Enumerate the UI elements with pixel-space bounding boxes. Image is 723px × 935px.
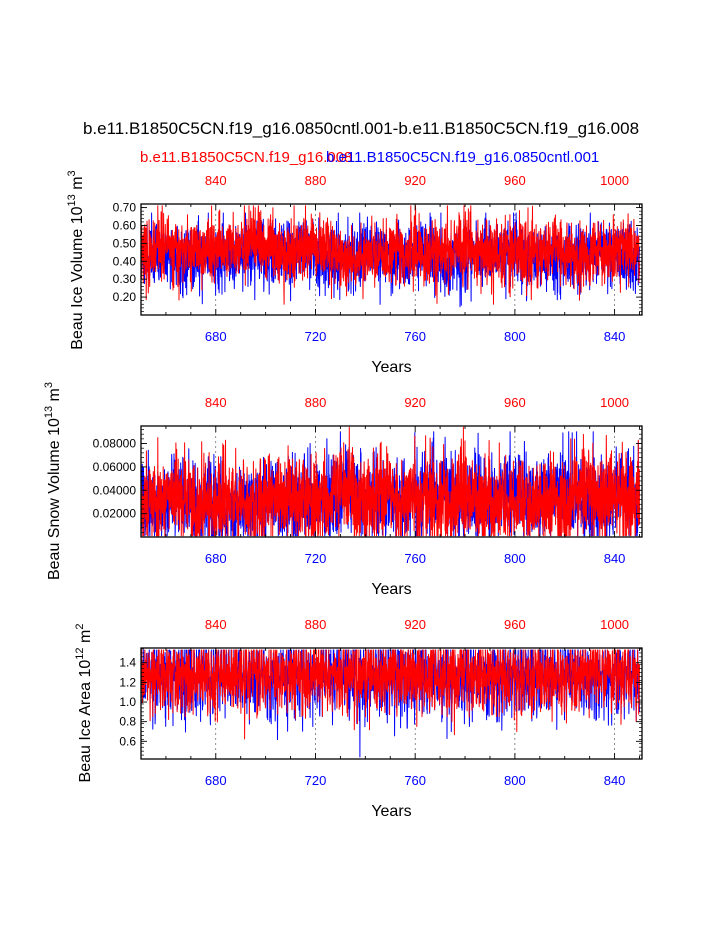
plot-frame	[140, 647, 643, 760]
x-tick-label-bottom: 840	[604, 773, 626, 788]
x-tick-label-bottom: 680	[205, 329, 227, 344]
y-tick-label: 0.70	[113, 201, 137, 215]
x-tick-label-top: 1000	[600, 395, 629, 410]
series-line-red	[141, 205, 640, 305]
x-tick-label-bottom: 720	[305, 551, 327, 566]
x-tick-label-top: 880	[305, 617, 327, 632]
plot-frame	[140, 425, 643, 538]
legend-blue-case: b.e11.B1850C5CN.f19_g16.0850cntl.001	[326, 149, 599, 166]
x-tick-label-top: 920	[404, 173, 426, 188]
x-tick-label-bottom: 720	[305, 329, 327, 344]
y-tick-label: 0.04000	[93, 483, 137, 497]
y-tick-label: 0.8	[119, 715, 136, 729]
x-tick-label-top: 920	[404, 395, 426, 410]
x-tick-label-bottom: 800	[504, 773, 526, 788]
x-tick-label-bottom: 680	[205, 551, 227, 566]
x-tick-label-top: 960	[504, 395, 526, 410]
figure-title: b.e11.B1850C5CN.f19_g16.0850cntl.001-b.e…	[83, 119, 639, 138]
x-tick-label-bottom: 760	[404, 329, 426, 344]
series-group	[141, 205, 640, 308]
y-tick-label: 1.2	[119, 675, 136, 689]
panel-ice-area: 680 720 760 800 840 840 880 920 960 1000 0.6 0.8 1.0…	[74, 617, 643, 820]
x-tick-label-bottom: 760	[404, 773, 426, 788]
series-group	[141, 426, 640, 537]
x-tick-label-top: 1000	[600, 617, 629, 632]
y-tick-label: 0.20	[113, 290, 137, 304]
series-line-red	[141, 426, 640, 537]
x-tick-label-top: 1000	[600, 173, 629, 188]
x-axis-label: Years	[371, 581, 411, 598]
x-tick-label-bottom: 800	[504, 329, 526, 344]
series-line-red	[141, 649, 640, 740]
y-axis-label: Beau Ice Area 1012 m2	[74, 624, 94, 783]
x-tick-label-bottom: 840	[604, 329, 626, 344]
y-tick-label: 0.08000	[93, 437, 137, 451]
x-tick-label-top: 880	[305, 173, 327, 188]
legend-red-case: b.e11.B1850C5CN.f19_g16.008	[140, 149, 352, 166]
x-tick-label-top: 840	[205, 173, 227, 188]
plot-frame	[140, 203, 643, 316]
x-tick-label-bottom: 680	[205, 773, 227, 788]
y-tick-label: 0.02000	[93, 507, 137, 521]
y-tick-label: 1.4	[119, 656, 136, 670]
y-axis-label: Beau Snow Volume 1013 m3	[43, 382, 63, 580]
panel-snow-volume: 680 720 760 800 840 840 880 920 960 1000 0.02000 0.…	[43, 382, 643, 598]
y-tick-label: 0.40	[113, 254, 137, 268]
y-axis-label: Beau Ice Volume 1013 m3	[66, 170, 86, 349]
x-tick-label-top: 880	[305, 395, 327, 410]
x-tick-label-top: 920	[404, 617, 426, 632]
y-tick-label: 0.30	[113, 272, 137, 286]
x-tick-label-bottom: 760	[404, 551, 426, 566]
x-axis-label: Years	[371, 803, 411, 820]
x-tick-label-bottom: 800	[504, 551, 526, 566]
y-tick-label: 0.60	[113, 218, 137, 232]
x-tick-label-bottom: 840	[604, 551, 626, 566]
y-tick-label: 0.6	[119, 734, 136, 748]
x-tick-label-top: 960	[504, 173, 526, 188]
series-group	[141, 649, 640, 758]
x-tick-label-top: 840	[205, 395, 227, 410]
panel-ice-volume: 680 720 760 800 840 840 880 920 960 1000 0.20 0.30 0…	[66, 170, 643, 376]
y-tick-label: 0.06000	[93, 460, 137, 474]
x-tick-label-top: 960	[504, 617, 526, 632]
y-tick-label: 1.0	[119, 695, 136, 709]
y-tick-label: 0.50	[113, 236, 137, 250]
x-axis-label: Years	[371, 359, 411, 376]
x-tick-label-top: 840	[205, 617, 227, 632]
x-tick-label-bottom: 720	[305, 773, 327, 788]
